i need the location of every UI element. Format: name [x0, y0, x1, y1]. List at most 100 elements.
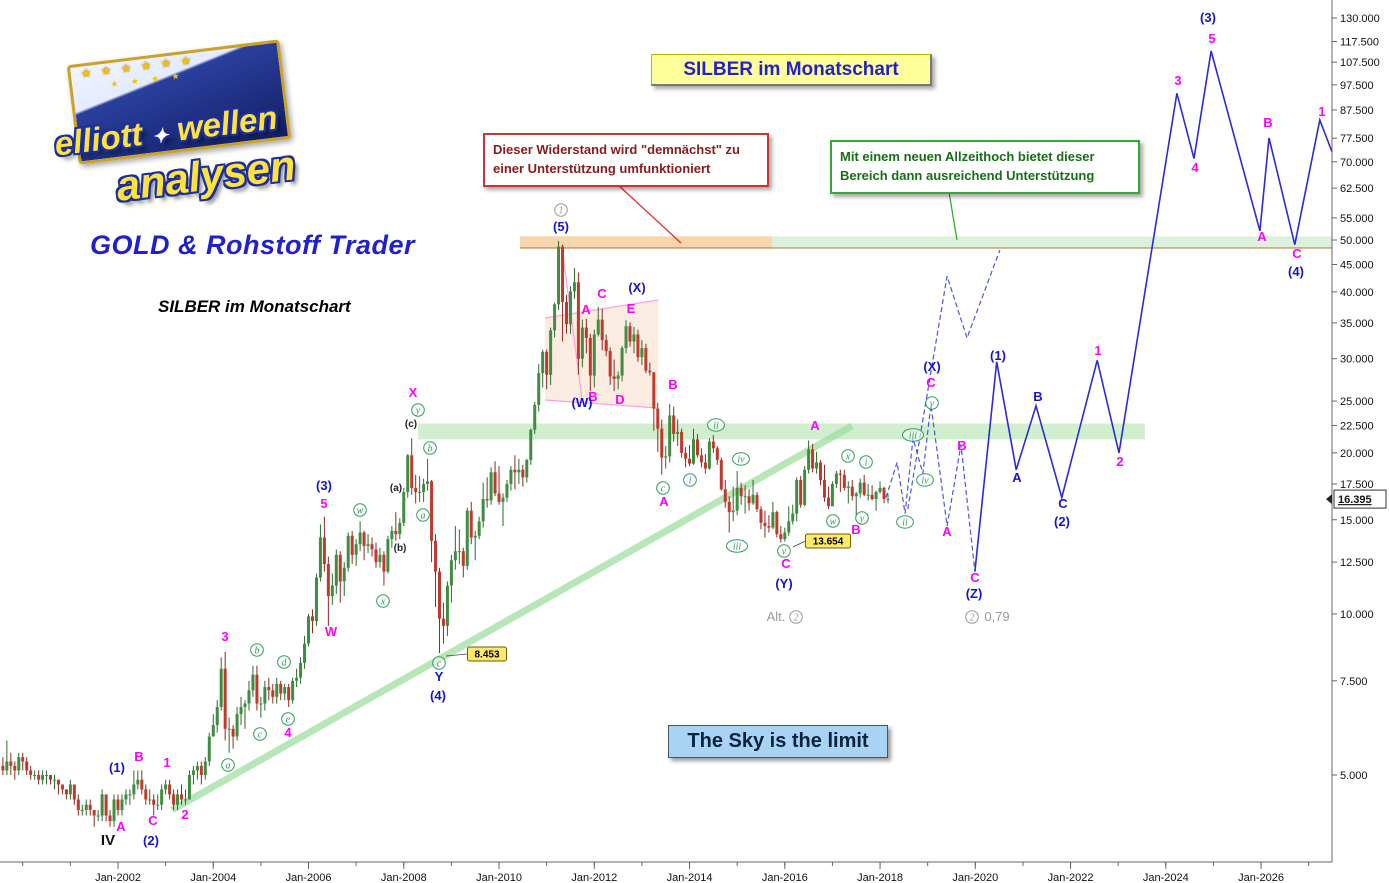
- svg-text:87.500: 87.500: [1340, 105, 1374, 117]
- svg-text:iv: iv: [737, 454, 745, 465]
- svg-text:B: B: [957, 438, 966, 453]
- svg-text:c: c: [661, 483, 666, 494]
- svg-text:Jan-2006: Jan-2006: [286, 872, 332, 883]
- svg-text:2: 2: [970, 612, 975, 623]
- svg-text:A: A: [1257, 229, 1267, 244]
- svg-text:62.500: 62.500: [1340, 183, 1374, 195]
- svg-text:(b): (b): [394, 543, 407, 554]
- svg-text:b: b: [255, 645, 260, 656]
- svg-text:1: 1: [559, 205, 564, 216]
- svg-text:Jan-2026: Jan-2026: [1238, 872, 1284, 883]
- svg-text:(5): (5): [553, 219, 569, 234]
- svg-text:A: A: [942, 524, 952, 539]
- svg-text:a: a: [226, 760, 231, 771]
- svg-text:iv: iv: [921, 475, 929, 486]
- svg-text:4: 4: [284, 725, 292, 740]
- svg-text:(c): (c): [405, 419, 417, 430]
- svg-text:Jan-2012: Jan-2012: [571, 872, 617, 883]
- svg-text:C: C: [970, 570, 980, 585]
- svg-text:d: d: [282, 657, 288, 668]
- svg-text:40.000: 40.000: [1340, 287, 1374, 299]
- svg-text:107.500: 107.500: [1340, 57, 1380, 69]
- svg-text:x: x: [380, 596, 386, 607]
- svg-text:Jan-2016: Jan-2016: [762, 872, 808, 883]
- svg-text:1: 1: [1318, 104, 1325, 119]
- svg-text:(1): (1): [109, 760, 125, 775]
- svg-text:(a): (a): [390, 483, 402, 494]
- svg-text:iii: iii: [909, 430, 918, 441]
- svg-text:55.000: 55.000: [1340, 213, 1374, 225]
- svg-text:15.000: 15.000: [1340, 515, 1374, 527]
- svg-text:20.000: 20.000: [1340, 448, 1374, 460]
- svg-text:25.000: 25.000: [1340, 396, 1374, 408]
- svg-text:iii: iii: [733, 541, 742, 552]
- svg-text:y: y: [415, 405, 421, 416]
- svg-text:(2): (2): [1054, 514, 1070, 529]
- svg-text:(W): (W): [572, 395, 593, 410]
- svg-text:Jan-2014: Jan-2014: [667, 872, 713, 883]
- page-subtitle: SILBER im Monatschart: [158, 297, 351, 316]
- svg-text:C: C: [148, 813, 158, 828]
- svg-text:1: 1: [1094, 343, 1101, 358]
- svg-text:35.000: 35.000: [1340, 318, 1374, 330]
- svg-text:Jan-2002: Jan-2002: [95, 872, 141, 883]
- svg-text:a: a: [421, 510, 426, 521]
- svg-text:IV: IV: [101, 832, 115, 849]
- svg-text:W: W: [325, 624, 338, 639]
- svg-text:(1): (1): [990, 348, 1006, 363]
- svg-text:C: C: [597, 286, 607, 301]
- svg-text:70.000: 70.000: [1340, 157, 1374, 169]
- svg-text:x: x: [845, 451, 851, 462]
- chart-title-box: SILBER im Monatschart: [651, 54, 932, 86]
- svg-text:B: B: [588, 389, 597, 404]
- svg-text:22.500: 22.500: [1340, 421, 1374, 433]
- svg-text:17.500: 17.500: [1340, 479, 1374, 491]
- svg-text:v: v: [782, 546, 787, 557]
- svg-text:30.000: 30.000: [1340, 354, 1374, 366]
- svg-text:b: b: [428, 443, 433, 454]
- svg-text:117.500: 117.500: [1340, 36, 1379, 48]
- svg-text:C: C: [781, 556, 791, 571]
- svg-text:(2): (2): [143, 833, 159, 848]
- svg-text:Jan-2004: Jan-2004: [190, 872, 236, 883]
- brand-logo: ★ ★ ★ ★ ★ ★ ★ ★ ★ ★ elliott ✦ wellen ana…: [52, 39, 352, 210]
- slogan-box: The Sky is the limit: [668, 725, 888, 758]
- svg-text:0,79: 0,79: [984, 609, 1009, 624]
- svg-text:(3): (3): [1200, 10, 1216, 25]
- svg-text:w: w: [830, 516, 837, 527]
- svg-text:w: w: [357, 505, 364, 516]
- svg-text:(4): (4): [1288, 264, 1304, 279]
- svg-text:Jan-2010: Jan-2010: [476, 872, 522, 883]
- svg-text:v: v: [930, 398, 935, 409]
- svg-text:A: A: [1012, 470, 1022, 485]
- svg-text:(3): (3): [316, 478, 332, 493]
- svg-text:2: 2: [1116, 454, 1123, 469]
- svg-text:10.000: 10.000: [1340, 609, 1374, 621]
- svg-text:2: 2: [794, 612, 799, 623]
- svg-text:A: A: [581, 302, 591, 317]
- svg-text:c: c: [437, 658, 442, 669]
- svg-text:8.453: 8.453: [474, 650, 499, 661]
- sparkle-icon: ✦: [150, 124, 170, 149]
- svg-text:Jan-2008: Jan-2008: [381, 872, 427, 883]
- svg-text:y: y: [859, 513, 865, 524]
- svg-text:16.395: 16.395: [1338, 494, 1372, 506]
- svg-text:E: E: [627, 301, 636, 316]
- svg-text:(X): (X): [628, 280, 645, 295]
- page-title: GOLD & Rohstoff Trader: [90, 230, 416, 260]
- svg-text:Alt.: Alt.: [767, 609, 786, 624]
- svg-text:X: X: [409, 385, 418, 400]
- svg-text:B: B: [1033, 389, 1042, 404]
- svg-text:C: C: [1292, 246, 1302, 261]
- svg-text:e: e: [286, 714, 291, 725]
- svg-text:Jan-2024: Jan-2024: [1143, 872, 1189, 883]
- svg-text:5: 5: [320, 496, 327, 511]
- svg-text:i: i: [689, 475, 692, 486]
- support-annotation-box: Mit einem neuen Allzeithoch bietet diese…: [830, 140, 1140, 194]
- svg-text:50.000: 50.000: [1340, 235, 1374, 247]
- svg-text:7.500: 7.500: [1340, 676, 1368, 688]
- svg-text:A: A: [659, 494, 669, 509]
- svg-text:B: B: [1263, 115, 1272, 130]
